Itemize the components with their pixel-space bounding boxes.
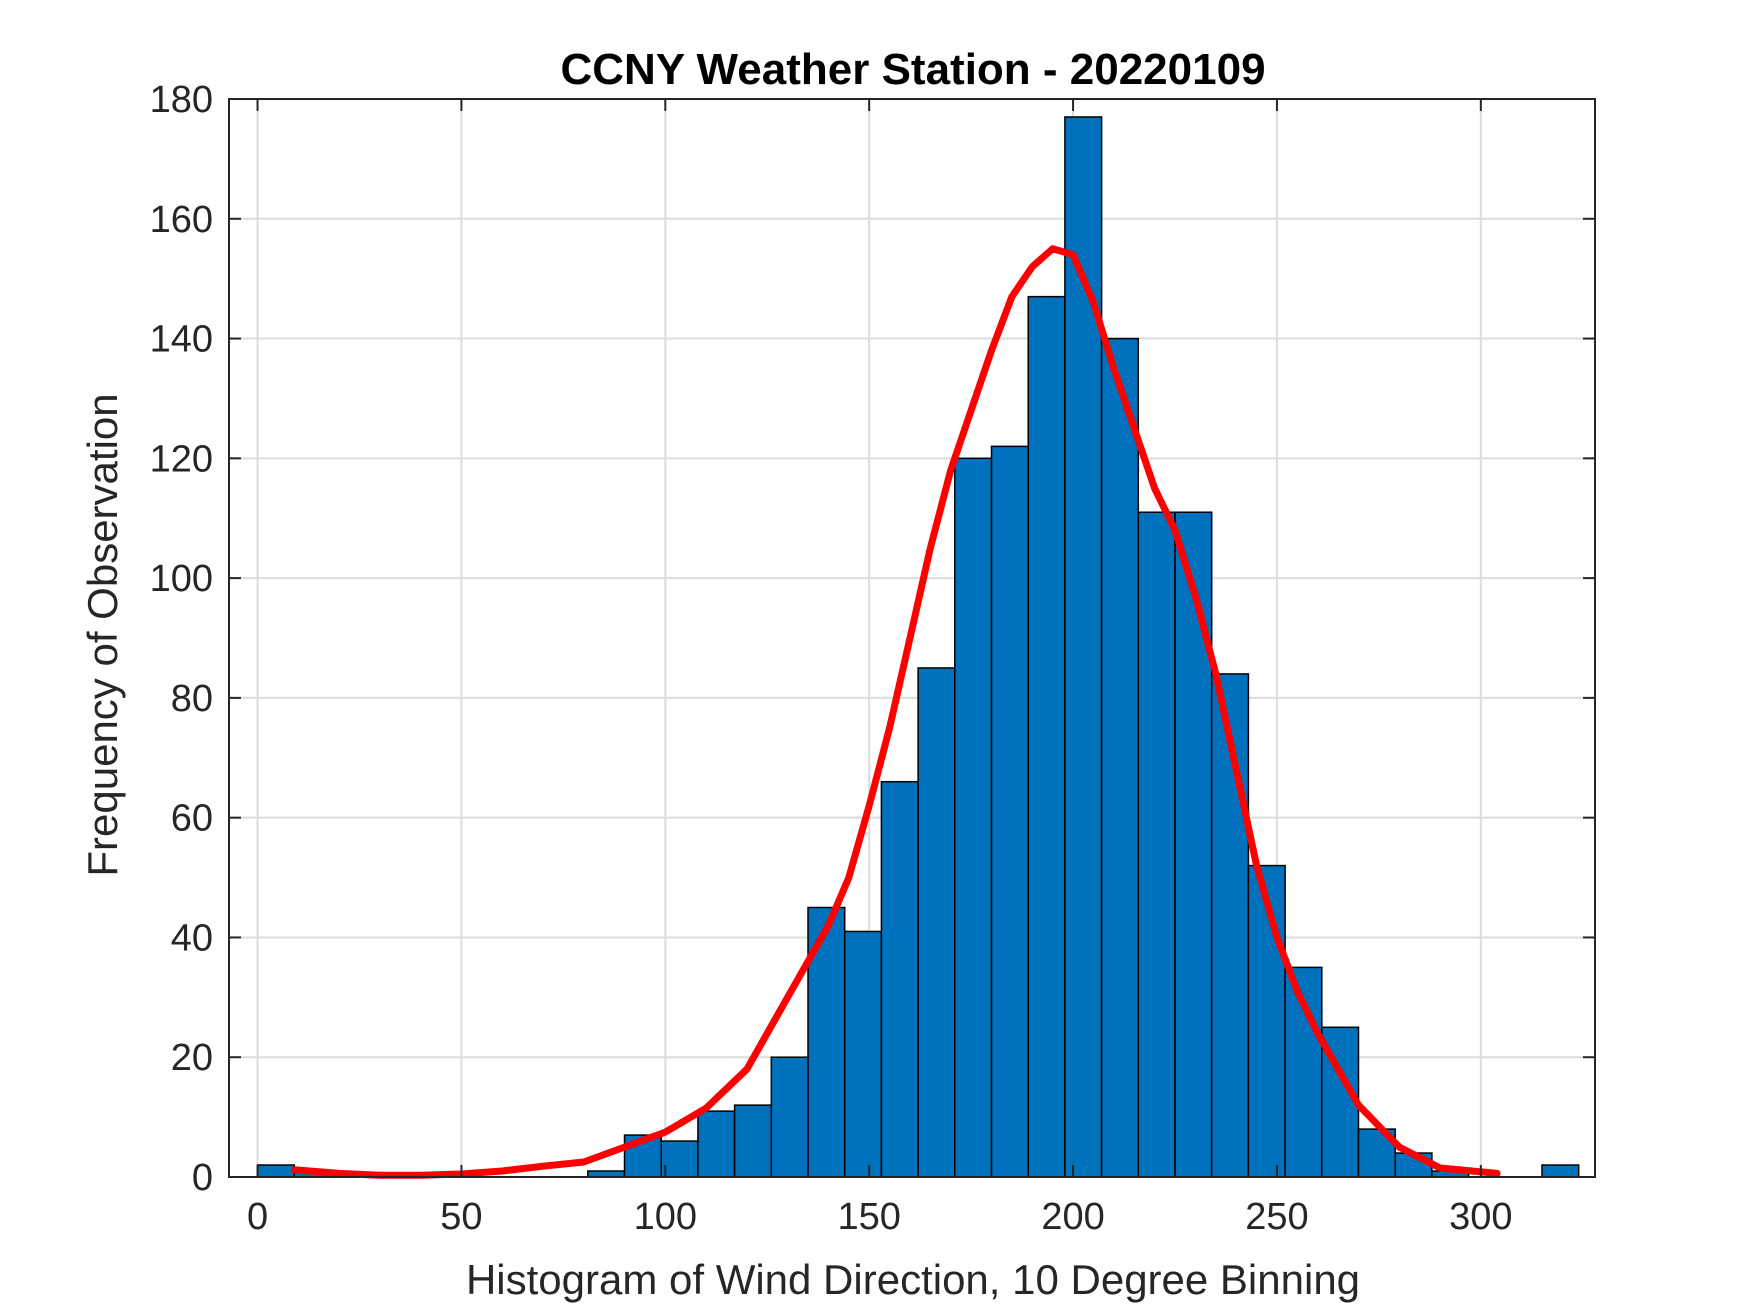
histogram-bar bbox=[770, 1056, 809, 1178]
histogram-bar bbox=[733, 1104, 773, 1178]
histogram-bar bbox=[1100, 337, 1140, 1178]
y-tick-label: 40 bbox=[171, 917, 213, 959]
x-tick-label: 50 bbox=[440, 1196, 482, 1238]
x-tick-label: 150 bbox=[837, 1196, 900, 1238]
x-tick-label: 100 bbox=[634, 1196, 697, 1238]
histogram-bar bbox=[1541, 1164, 1580, 1178]
histogram-bar bbox=[1174, 511, 1213, 1178]
y-tick-label: 20 bbox=[171, 1037, 213, 1079]
fit-curve-layer bbox=[290, 245, 1501, 1179]
y-tick-label: 60 bbox=[171, 798, 213, 840]
axes-box bbox=[228, 98, 1596, 1178]
fit-curve bbox=[290, 245, 1501, 1179]
chart-title: CCNY Weather Station - 20220109 bbox=[560, 45, 1265, 94]
x-tick-label: 200 bbox=[1041, 1196, 1104, 1238]
histogram-bar bbox=[697, 1110, 736, 1178]
histogram-bar bbox=[880, 780, 919, 1178]
histogram-bar bbox=[990, 445, 1029, 1178]
y-tick-label: 160 bbox=[150, 199, 213, 241]
x-tick-label: 0 bbox=[247, 1196, 268, 1238]
y-tick-label: 180 bbox=[150, 79, 213, 121]
histogram-bar bbox=[1247, 864, 1286, 1178]
histogram-bar bbox=[954, 457, 993, 1178]
x-tick-label: 250 bbox=[1245, 1196, 1308, 1238]
axes: 0 50 100 150 200 250 300 0 20 40 60 80 100 120 140 160 1… bbox=[150, 79, 1596, 1238]
histogram-bar bbox=[1137, 511, 1176, 1178]
y-tick-label: 100 bbox=[150, 558, 213, 600]
histogram-bar bbox=[917, 667, 956, 1178]
x-tick-label: 300 bbox=[1449, 1196, 1512, 1238]
x-axis-label: Histogram of Wind Direction, 10 Degree B… bbox=[466, 1256, 1360, 1303]
y-tick-label: 0 bbox=[192, 1157, 213, 1199]
histogram-bar bbox=[843, 930, 883, 1178]
y-tick-label: 120 bbox=[150, 438, 213, 480]
bars bbox=[256, 116, 1580, 1178]
histogram-bar bbox=[660, 1140, 699, 1178]
histogram-bar bbox=[256, 1164, 295, 1178]
y-tick-label: 80 bbox=[171, 678, 213, 720]
histogram-bar bbox=[1210, 673, 1250, 1178]
histogram-bar bbox=[1027, 295, 1066, 1178]
y-axis-label: Frequency of Observation bbox=[79, 393, 126, 876]
y-tick-label: 140 bbox=[150, 319, 213, 361]
